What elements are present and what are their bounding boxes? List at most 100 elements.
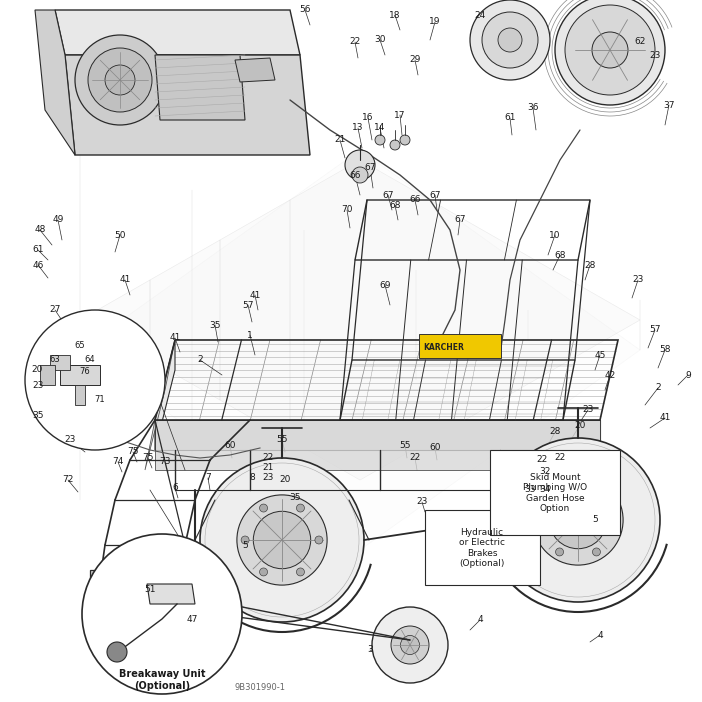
- Text: 20: 20: [574, 420, 585, 430]
- Text: 63: 63: [50, 355, 60, 364]
- Text: 56: 56: [299, 6, 311, 15]
- Polygon shape: [90, 570, 120, 592]
- Polygon shape: [60, 365, 100, 385]
- Polygon shape: [155, 420, 600, 470]
- Text: 13: 13: [352, 124, 364, 133]
- Polygon shape: [50, 355, 70, 370]
- Text: 64: 64: [85, 355, 95, 364]
- FancyBboxPatch shape: [419, 334, 501, 358]
- Text: 8: 8: [249, 474, 255, 482]
- Circle shape: [296, 568, 305, 576]
- Polygon shape: [80, 150, 640, 550]
- Text: 45: 45: [595, 350, 606, 359]
- Circle shape: [565, 5, 655, 95]
- Text: 60: 60: [224, 440, 236, 449]
- Text: 41: 41: [659, 413, 670, 423]
- Text: 3: 3: [367, 646, 373, 654]
- Text: 1: 1: [247, 331, 253, 340]
- Text: 67: 67: [364, 164, 376, 173]
- Polygon shape: [145, 340, 175, 470]
- Text: 41: 41: [249, 291, 260, 300]
- Text: 33: 33: [524, 486, 536, 494]
- Polygon shape: [490, 450, 620, 535]
- Text: 9: 9: [685, 371, 691, 380]
- Text: 47: 47: [187, 614, 199, 623]
- Text: 55: 55: [277, 435, 288, 444]
- Text: 10: 10: [549, 230, 561, 239]
- Text: 68: 68: [389, 201, 401, 209]
- Text: 22: 22: [409, 453, 420, 463]
- Text: 28: 28: [584, 260, 596, 270]
- Text: 20: 20: [279, 475, 291, 484]
- Text: 51: 51: [144, 585, 156, 593]
- Text: 19: 19: [429, 18, 441, 27]
- Text: 6: 6: [172, 484, 178, 493]
- Circle shape: [592, 548, 600, 556]
- Text: 23: 23: [649, 51, 661, 60]
- Text: 55: 55: [399, 440, 411, 449]
- Polygon shape: [40, 365, 55, 385]
- Text: 70: 70: [341, 206, 352, 215]
- Circle shape: [555, 548, 564, 556]
- Circle shape: [592, 484, 600, 492]
- Text: 76: 76: [79, 368, 91, 376]
- Text: 21: 21: [334, 135, 345, 145]
- Text: 68: 68: [555, 251, 566, 260]
- Text: 46: 46: [32, 260, 44, 270]
- Polygon shape: [155, 340, 175, 450]
- Text: 30: 30: [374, 36, 386, 44]
- Text: 50: 50: [114, 230, 126, 239]
- Text: 49: 49: [53, 216, 64, 225]
- Text: Breakaway Unit
(Optional): Breakaway Unit (Optional): [119, 669, 205, 691]
- Circle shape: [82, 534, 242, 694]
- Circle shape: [345, 150, 375, 180]
- Text: 35: 35: [289, 494, 300, 503]
- Circle shape: [611, 516, 619, 524]
- Text: 48: 48: [34, 225, 46, 234]
- Text: 67: 67: [383, 190, 394, 199]
- Circle shape: [391, 626, 429, 664]
- Circle shape: [390, 140, 400, 150]
- Text: 41: 41: [169, 333, 180, 343]
- Text: 22: 22: [263, 453, 274, 463]
- Circle shape: [107, 642, 127, 662]
- Text: 73: 73: [159, 458, 171, 467]
- Text: 42: 42: [604, 371, 616, 380]
- Text: 67: 67: [429, 190, 441, 199]
- Circle shape: [241, 536, 249, 544]
- Circle shape: [498, 28, 522, 52]
- Circle shape: [315, 536, 323, 544]
- Circle shape: [260, 504, 267, 512]
- Text: Hydraulic
or Electric
Brakes
(Optional): Hydraulic or Electric Brakes (Optional): [459, 528, 505, 568]
- Text: 23: 23: [32, 380, 44, 390]
- Text: 35: 35: [209, 321, 220, 329]
- Polygon shape: [425, 510, 540, 585]
- Circle shape: [97, 592, 113, 608]
- Text: 41: 41: [119, 275, 131, 284]
- Circle shape: [352, 167, 368, 183]
- Text: 23: 23: [633, 275, 644, 284]
- Circle shape: [200, 458, 364, 622]
- Circle shape: [375, 135, 385, 145]
- Text: 28: 28: [549, 428, 561, 437]
- Text: 23: 23: [416, 498, 428, 507]
- Text: 75: 75: [143, 453, 154, 463]
- Text: 74: 74: [112, 458, 124, 467]
- Circle shape: [401, 635, 420, 654]
- Text: 18: 18: [389, 11, 401, 20]
- Text: 9B301990-1: 9B301990-1: [234, 683, 286, 692]
- Circle shape: [533, 475, 623, 565]
- Polygon shape: [65, 55, 310, 155]
- Circle shape: [470, 0, 550, 80]
- Circle shape: [88, 48, 152, 112]
- Circle shape: [537, 516, 545, 524]
- Text: 22: 22: [555, 453, 566, 463]
- Text: 24: 24: [475, 11, 486, 20]
- Text: 4: 4: [597, 630, 603, 640]
- Text: 2: 2: [655, 383, 661, 392]
- Text: 2: 2: [197, 355, 203, 364]
- Text: 22: 22: [536, 456, 548, 465]
- Circle shape: [260, 568, 267, 576]
- Text: Skid Mount
Plumbing W/O
Garden Hose
Option: Skid Mount Plumbing W/O Garden Hose Opti…: [523, 473, 587, 513]
- Text: 61: 61: [32, 246, 44, 255]
